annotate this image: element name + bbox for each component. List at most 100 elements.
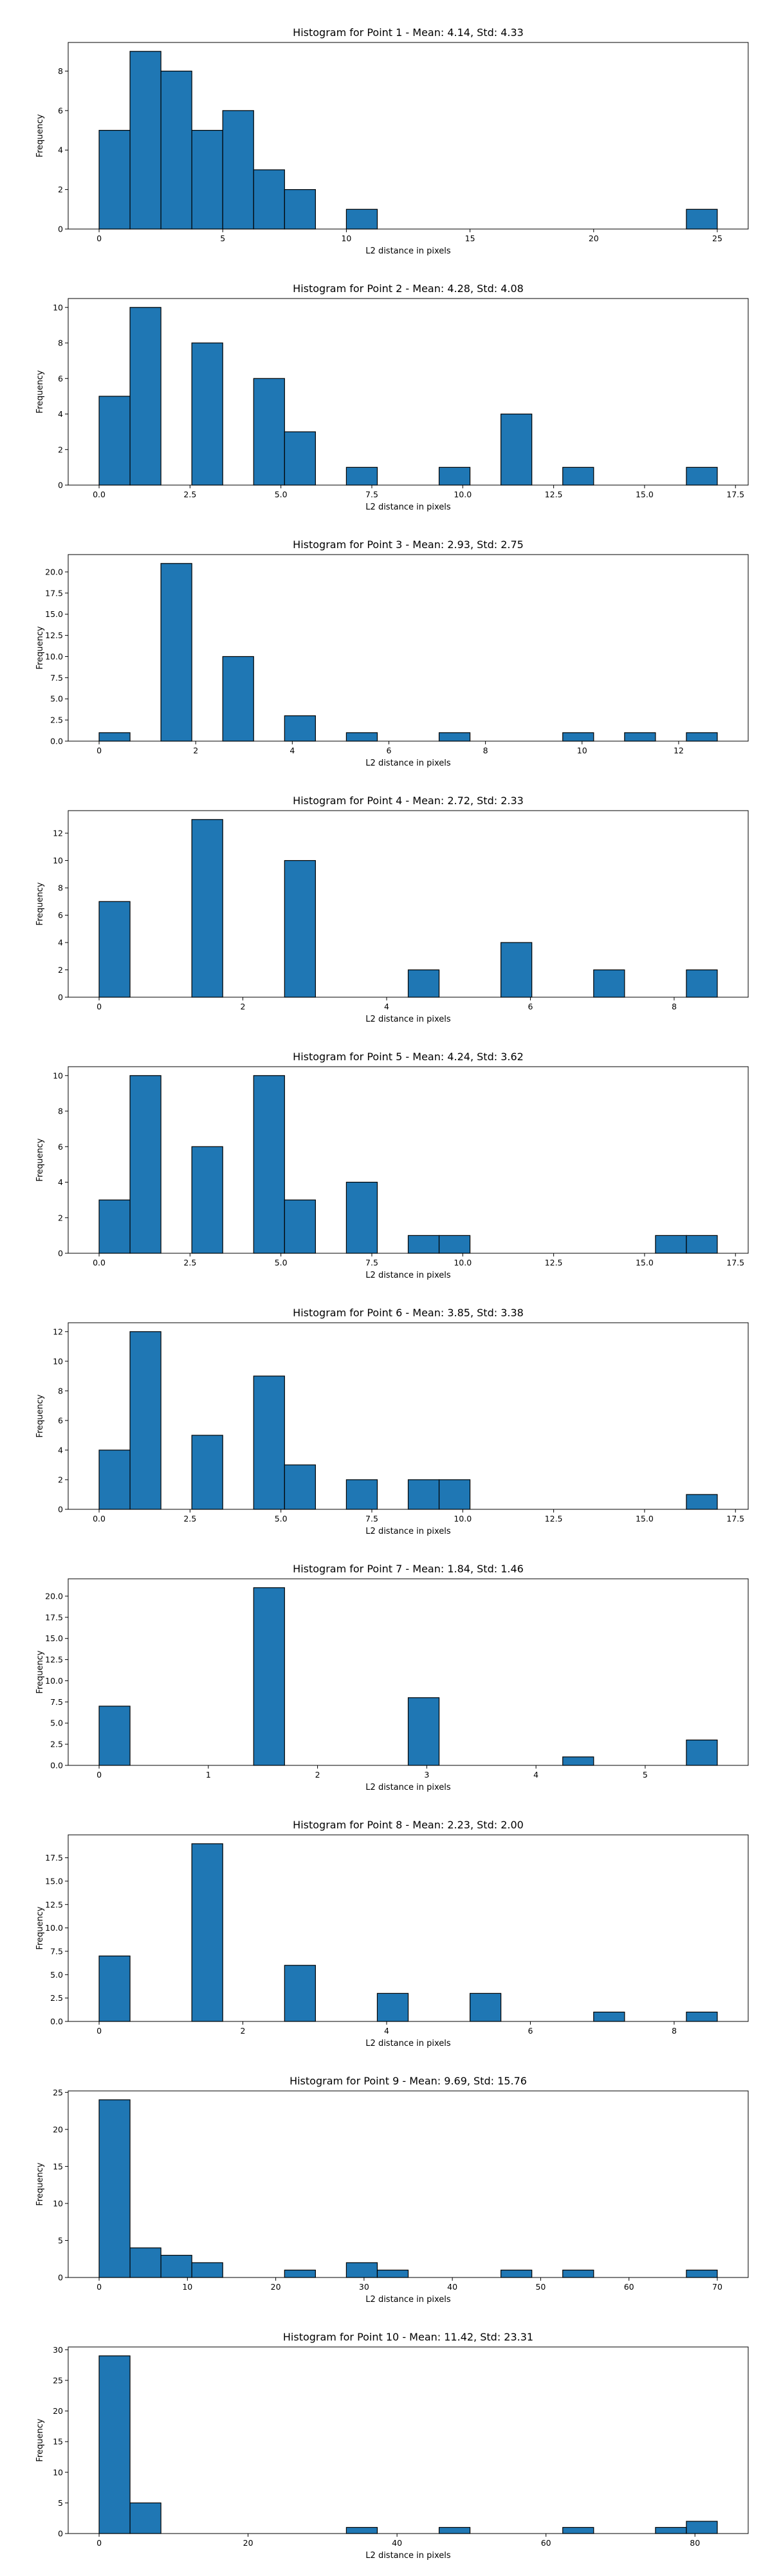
x-tick-label: 10 — [341, 234, 351, 243]
histogram-bar — [191, 342, 223, 486]
histogram-panel-10: Histogram for Point 10 - Mean: 11.42, St… — [35, 2331, 749, 2561]
y-tick-label: 4 — [58, 938, 63, 948]
y-axis-label: Frequency — [35, 370, 45, 413]
axes-frame — [68, 1066, 749, 1254]
axes-frame — [68, 1322, 749, 1510]
y-tick-label: 6 — [58, 1142, 63, 1152]
y-tick-label: 15.0 — [45, 609, 63, 619]
histogram-bar — [253, 1587, 285, 1766]
histogram-bar — [284, 189, 316, 230]
histogram-bar — [686, 2521, 718, 2534]
histogram-bar — [129, 1075, 161, 1254]
histogram-bar — [593, 2011, 625, 2022]
y-tick-label: 5.0 — [50, 1970, 63, 1980]
x-tick-label: 4 — [384, 2026, 389, 2036]
x-axis-label: L2 distance in pixels — [365, 2551, 451, 2561]
x-tick-label: 6 — [528, 2026, 533, 2036]
x-tick-label: 2 — [241, 2026, 246, 2036]
histogram-bar — [438, 1479, 471, 1510]
axes-frame — [68, 2346, 749, 2534]
y-tick-label: 0 — [58, 993, 63, 1002]
y-tick-label: 6 — [58, 106, 63, 115]
y-tick-label: 2 — [58, 1213, 63, 1222]
x-tick-label: 3 — [424, 1770, 429, 1780]
histogram-bar — [191, 1435, 223, 1510]
x-tick-label: 6 — [528, 1002, 533, 1011]
y-axis-label: Frequency — [35, 1906, 45, 1949]
y-tick-label: 0 — [58, 1249, 63, 1258]
histogram-bar — [284, 715, 316, 742]
y-axis-label: Frequency — [35, 1650, 45, 1693]
x-tick-label: 0.0 — [93, 1258, 106, 1267]
histogram-bar — [501, 942, 533, 998]
x-tick-label: 80 — [690, 2538, 700, 2548]
y-tick-label: 10 — [53, 856, 63, 865]
histogram-bar — [345, 2526, 378, 2534]
y-tick-label: 12.5 — [45, 1655, 63, 1664]
y-tick-label: 15 — [53, 2162, 63, 2171]
chart-title: Histogram for Point 6 - Mean: 3.85, Std:… — [293, 1307, 524, 1319]
x-tick-label: 60 — [541, 2538, 551, 2548]
y-tick-label: 10 — [53, 1071, 63, 1080]
y-tick-label: 2.5 — [50, 715, 63, 725]
chart-title: Histogram for Point 1 - Mean: 4.14, Std:… — [293, 26, 524, 39]
histogram-panel-3: Histogram for Point 3 - Mean: 2.93, Std:… — [35, 538, 749, 768]
x-tick-label: 0 — [96, 234, 102, 243]
histogram-bar — [284, 1464, 316, 1510]
histogram-bar — [686, 208, 718, 230]
x-tick-label: 2.5 — [183, 490, 196, 499]
x-tick-label: 2.5 — [183, 1258, 196, 1267]
histogram-panel-9: Histogram for Point 9 - Mean: 9.69, Std:… — [35, 2075, 749, 2305]
chart-title: Histogram for Point 3 - Mean: 2.93, Std:… — [293, 538, 524, 551]
histogram-bar — [191, 819, 223, 998]
histogram-bar — [438, 1235, 471, 1254]
histogram-bar — [98, 1706, 131, 1766]
histogram-bar — [253, 378, 285, 486]
x-tick-label: 2 — [193, 746, 198, 755]
histogram-panel-7: Histogram for Point 7 - Mean: 1.84, Std:… — [35, 1563, 749, 1792]
x-tick-label: 40 — [392, 2538, 402, 2548]
y-tick-label: 5.0 — [50, 694, 63, 704]
x-tick-label: 30 — [359, 2282, 369, 2292]
y-tick-label: 12.5 — [45, 630, 63, 640]
histogram-bar — [345, 1181, 378, 1254]
x-axis-label: L2 distance in pixels — [365, 1783, 451, 1792]
y-tick-label: 8 — [58, 66, 63, 76]
chart-title: Histogram for Point 7 - Mean: 1.84, Std:… — [293, 1563, 524, 1575]
x-tick-label: 12.5 — [545, 1514, 563, 1523]
histogram-bar — [284, 431, 316, 486]
x-tick-label: 60 — [624, 2282, 634, 2292]
x-tick-label: 8 — [672, 2026, 677, 2036]
y-tick-label: 30 — [53, 2345, 63, 2355]
x-tick-label: 2.5 — [183, 1514, 196, 1523]
histogram-bar — [686, 732, 718, 742]
histogram-bar — [376, 1992, 409, 2022]
x-tick-label: 4 — [384, 1002, 389, 1011]
histogram-bar — [624, 732, 656, 742]
y-tick-label: 0 — [58, 481, 63, 490]
histogram-bar — [376, 2269, 409, 2278]
histogram-bar — [469, 1992, 502, 2022]
x-tick-label: 20 — [589, 234, 599, 243]
x-tick-label: 10 — [577, 746, 587, 755]
y-tick-label: 0 — [58, 2273, 63, 2283]
histogram-bar — [562, 732, 594, 742]
y-tick-label: 0.0 — [50, 2017, 63, 2027]
x-tick-label: 0 — [96, 1770, 102, 1780]
histogram-bar — [501, 413, 533, 486]
histogram-bar — [686, 1235, 718, 1254]
histogram-bar — [345, 466, 378, 486]
y-tick-label: 10 — [53, 302, 63, 312]
y-tick-label: 6 — [58, 374, 63, 383]
x-tick-label: 17.5 — [726, 1514, 744, 1523]
x-axis-label: L2 distance in pixels — [365, 2295, 451, 2305]
histogram-bar — [686, 2269, 718, 2278]
histogram-bar — [253, 1375, 285, 1510]
x-tick-label: 15.0 — [636, 1514, 654, 1523]
y-axis-label: Frequency — [35, 2162, 45, 2205]
y-tick-label: 4 — [58, 1177, 63, 1187]
y-tick-label: 2 — [58, 185, 63, 194]
y-tick-label: 2 — [58, 965, 63, 975]
histogram-panel-8: Histogram for Point 8 - Mean: 2.23, Std:… — [35, 1819, 749, 2048]
